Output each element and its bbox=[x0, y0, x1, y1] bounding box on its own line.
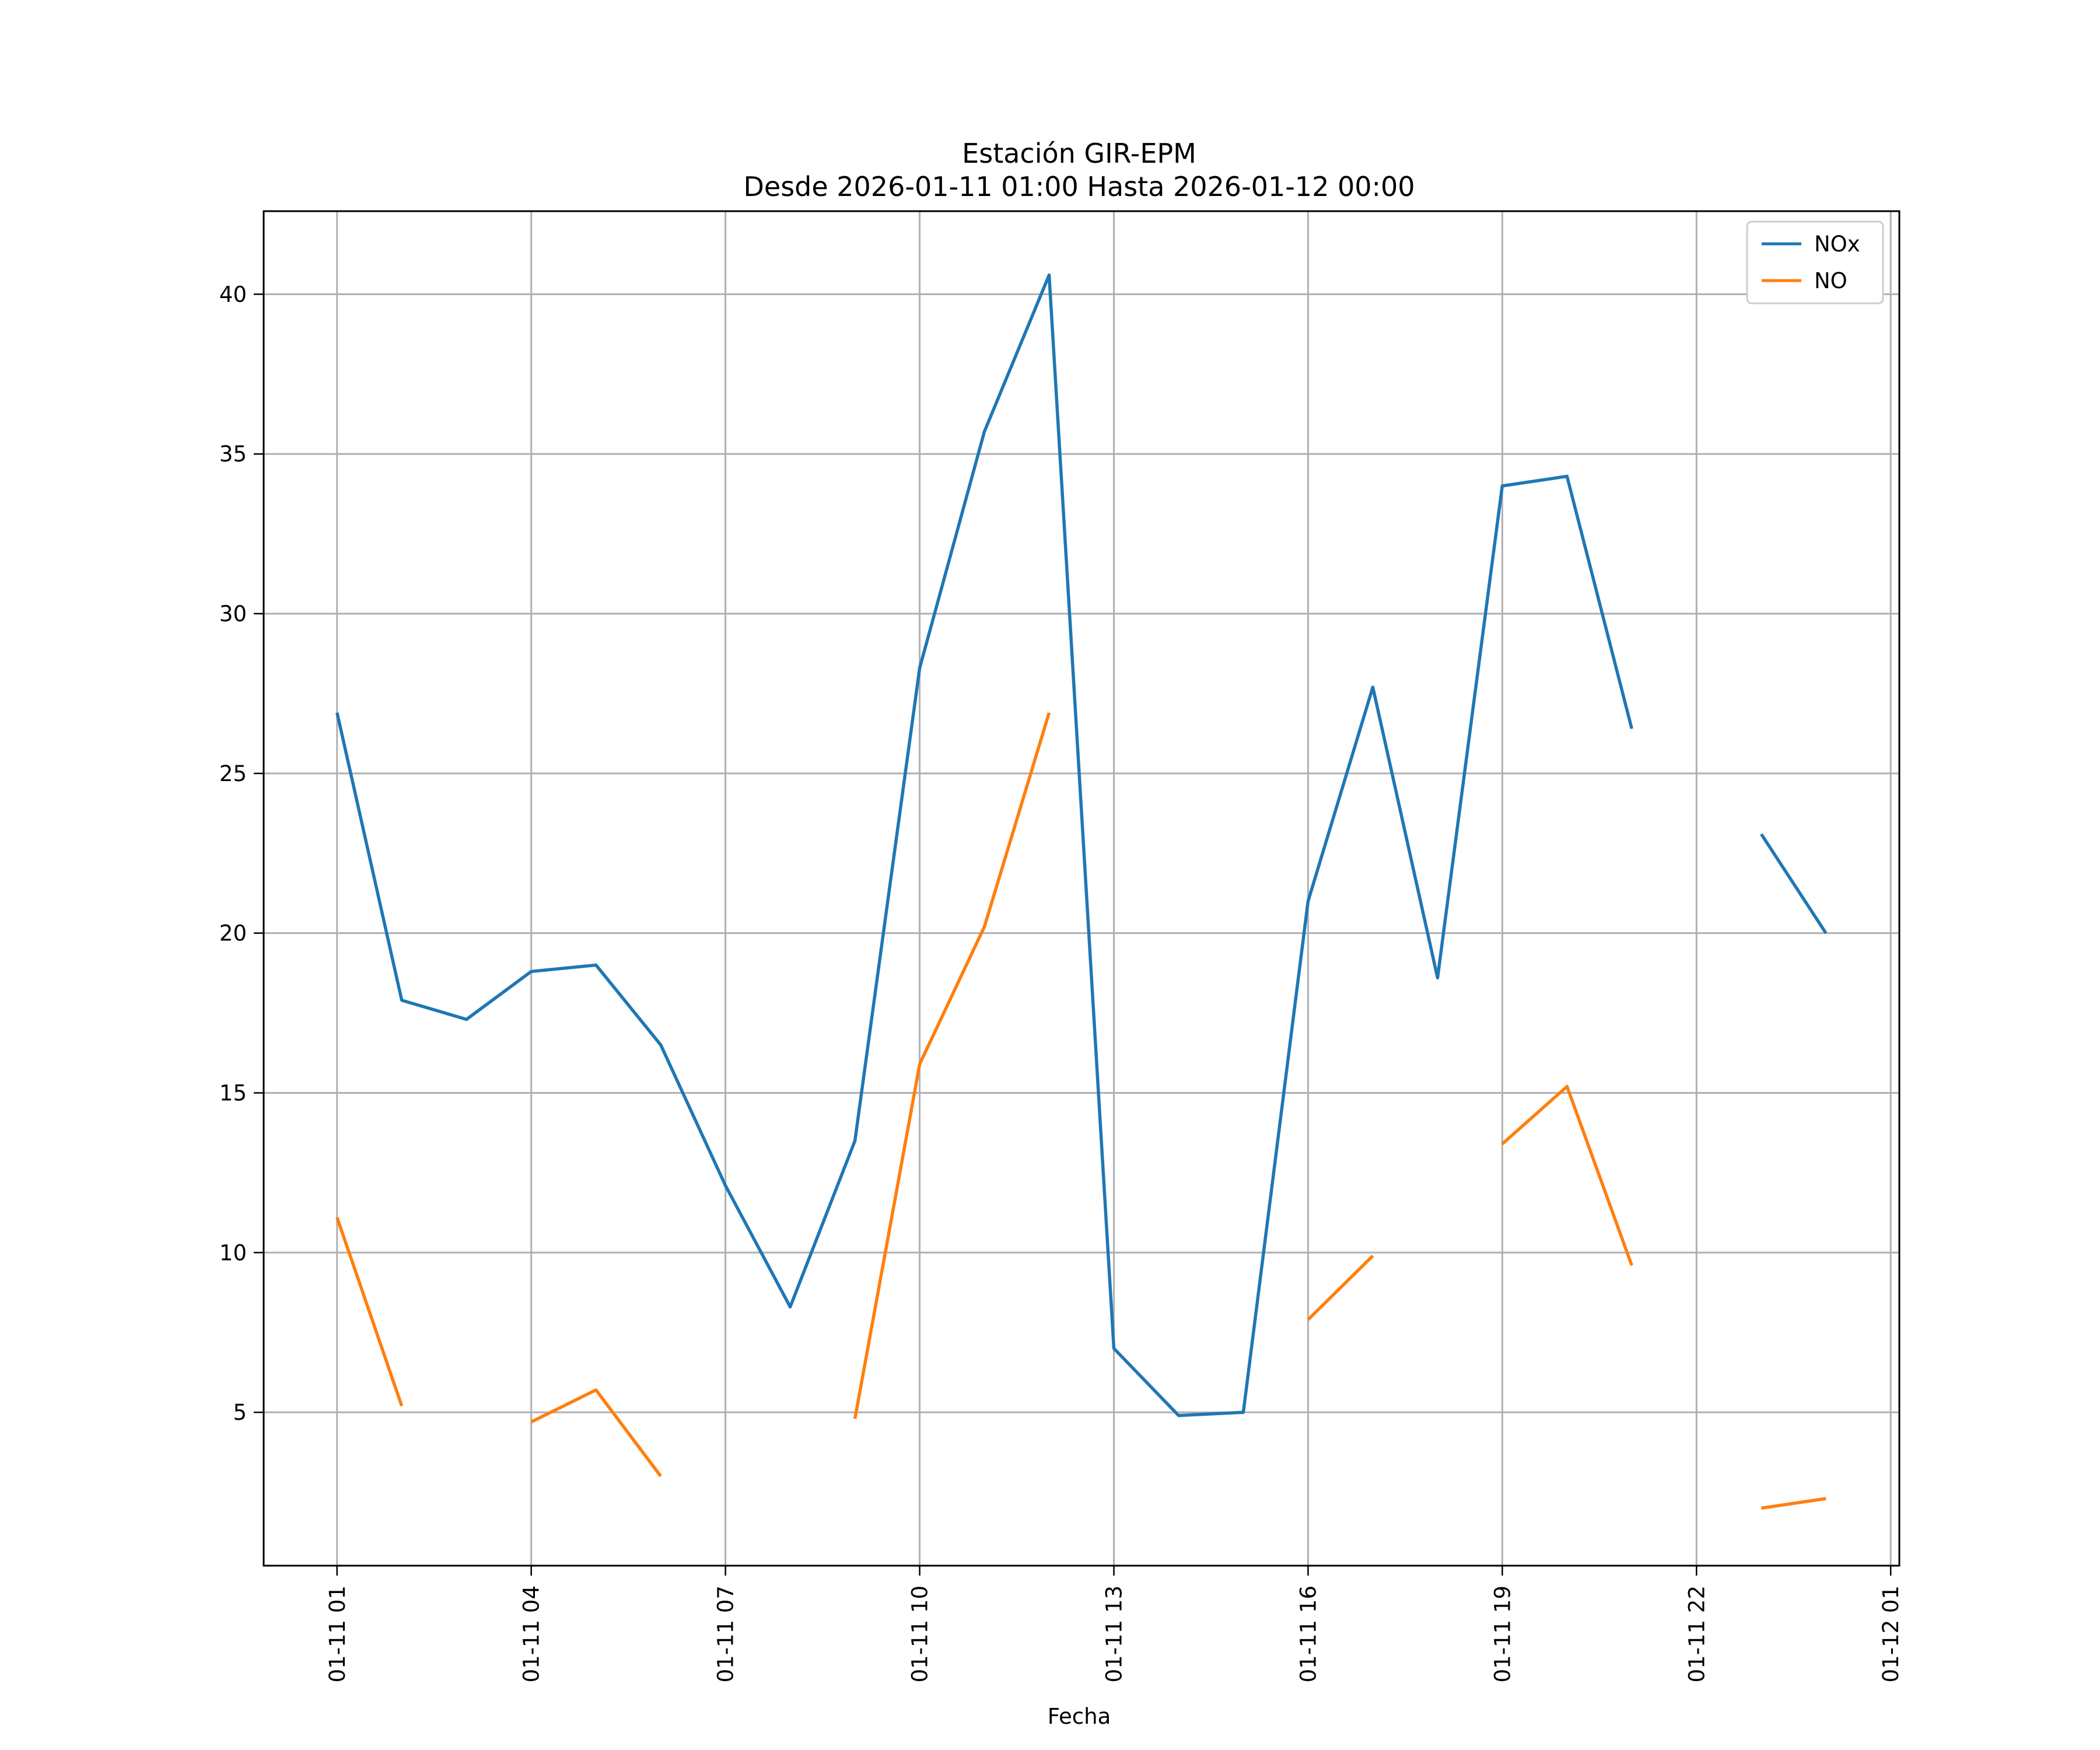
axes: 01-11 01 01-11 04 01-11 07 01-11 10 01-11 13… bbox=[219, 210, 1903, 1682]
legend-box bbox=[1746, 220, 1884, 304]
y-tick-label: 5 bbox=[233, 1400, 247, 1425]
series-line-no bbox=[1307, 1254, 1374, 1321]
x-tick-label: 01-11 22 bbox=[1684, 1586, 1709, 1682]
x-tick-label: 01-11 01 bbox=[325, 1586, 350, 1682]
y-tick-label: 40 bbox=[219, 282, 247, 307]
x-axis-label: Fecha bbox=[1048, 1704, 1111, 1729]
y-tick-label: 25 bbox=[219, 761, 247, 786]
series-line-nox bbox=[1759, 833, 1828, 935]
legend-label-no: NO bbox=[1814, 268, 1847, 293]
series-line-nox bbox=[335, 273, 1633, 1418]
series-line-no bbox=[1760, 1497, 1826, 1510]
x-tick-label: 01-11 16 bbox=[1296, 1586, 1321, 1682]
y-tick-label: 10 bbox=[219, 1240, 247, 1265]
chart-title: Estación GIR-EPM bbox=[962, 138, 1196, 169]
y-tick-label: 15 bbox=[219, 1080, 247, 1105]
y-tick-label: 30 bbox=[219, 601, 247, 626]
y-tick-label: 20 bbox=[219, 921, 247, 946]
x-tick-label: 01-11 07 bbox=[713, 1586, 738, 1682]
series bbox=[335, 273, 1828, 1510]
series-line-no bbox=[1501, 1084, 1633, 1266]
x-tick-label: 01-11 13 bbox=[1101, 1586, 1126, 1682]
legend-label-nox: NOx bbox=[1814, 232, 1860, 257]
series-line-no bbox=[530, 1388, 662, 1478]
x-tick-label: 01-11 04 bbox=[519, 1586, 544, 1682]
chart-subtitle: Desde 2026-01-11 01:00 Hasta 2026-01-12 … bbox=[743, 171, 1415, 202]
y-tick-label: 35 bbox=[219, 442, 247, 467]
x-tick-label: 01-11 19 bbox=[1490, 1586, 1515, 1682]
plot-frame bbox=[262, 210, 1901, 1567]
x-tick-label: 01-12 01 bbox=[1878, 1586, 1903, 1682]
legend: NOx NO bbox=[1746, 220, 1884, 304]
series-line-no bbox=[335, 1217, 404, 1407]
x-tick-label: 01-11 10 bbox=[908, 1586, 933, 1682]
series-line-no bbox=[853, 712, 1051, 1419]
